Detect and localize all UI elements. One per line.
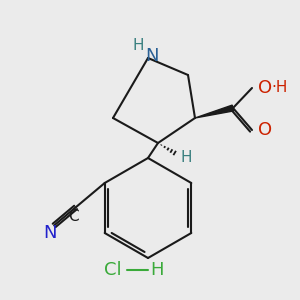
Text: ·H: ·H [271,80,287,94]
Text: O: O [258,79,272,97]
Text: O: O [258,121,272,139]
Text: H: H [132,38,144,52]
Text: C: C [68,209,79,224]
Text: N: N [44,224,57,242]
Text: Cl: Cl [104,261,122,279]
Polygon shape [195,105,234,118]
Text: N: N [145,47,159,65]
Text: H: H [150,261,164,279]
Text: H: H [180,149,192,164]
